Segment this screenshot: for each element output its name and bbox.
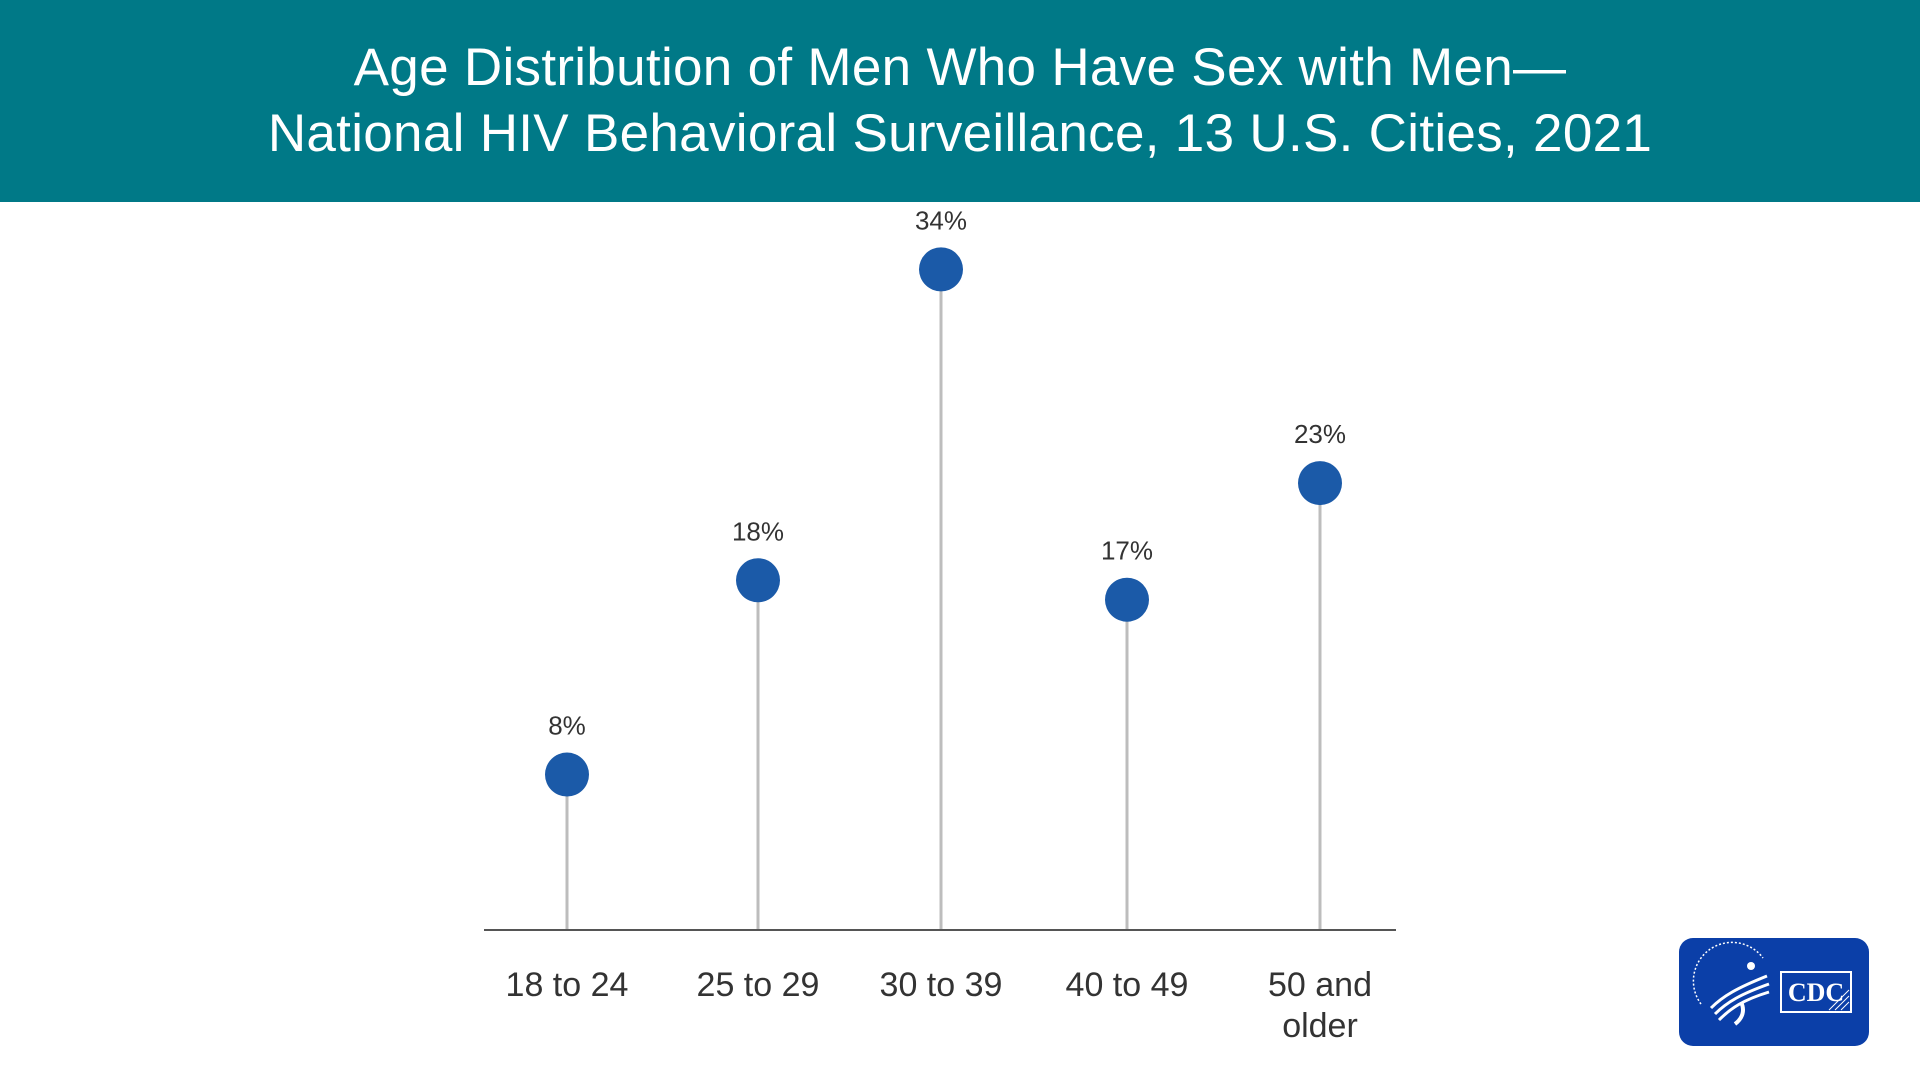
- x-tick-label-3: 40 to 49: [1066, 966, 1189, 1004]
- x-tick-label-3-line-0: 40 to 49: [1066, 966, 1189, 1004]
- x-tick-label-4-line-1: older: [1282, 1007, 1358, 1045]
- x-tick-label-4: 50 and older: [1268, 966, 1372, 1045]
- x-tick-label-1: 25 to 29: [697, 966, 820, 1004]
- data-point-4: [1298, 461, 1342, 506]
- chart-title-banner: Age Distribution of Men Who Have Sex wit…: [0, 0, 1920, 202]
- value-label-3: 17%: [1101, 536, 1153, 566]
- x-tick-label-0-line-0: 18 to 24: [506, 966, 629, 1004]
- chart-title-line-2: National HIV Behavioral Surveillance, 13…: [267, 104, 1653, 163]
- chart-title-line-1: Age Distribution of Men Who Have Sex wit…: [353, 38, 1567, 97]
- markers-group: [545, 247, 1342, 797]
- value-label-2: 34%: [915, 205, 967, 235]
- data-point-0: [545, 752, 589, 797]
- x-tick-label-0: 18 to 24: [506, 966, 629, 1004]
- cdc-logo: CDC: [1679, 938, 1869, 1046]
- data-point-3: [1105, 577, 1149, 622]
- stems-group: [565, 269, 1322, 930]
- x-tick-label-4-line-0: 50 and: [1268, 966, 1372, 1004]
- value-label-4: 23%: [1294, 419, 1346, 449]
- category-labels-group: 18 to 24 25 to 29 30 to 39 40 to 49 50 and ol…: [506, 966, 1372, 1045]
- hhs-cdc-emblem-icon: CDC: [1692, 941, 1852, 1026]
- value-label-0: 8%: [548, 711, 586, 741]
- value-label-1: 18%: [732, 516, 784, 546]
- data-point-2: [919, 247, 963, 292]
- x-tick-label-1-line-0: 25 to 29: [697, 966, 820, 1004]
- cdc-logo-text: CDC: [1788, 978, 1844, 1007]
- x-tick-label-2: 30 to 39: [880, 966, 1003, 1004]
- value-labels-group: 8% 18% 34% 17% 23%: [548, 205, 1346, 740]
- x-tick-label-2-line-0: 30 to 39: [880, 966, 1003, 1004]
- data-point-1: [736, 558, 780, 603]
